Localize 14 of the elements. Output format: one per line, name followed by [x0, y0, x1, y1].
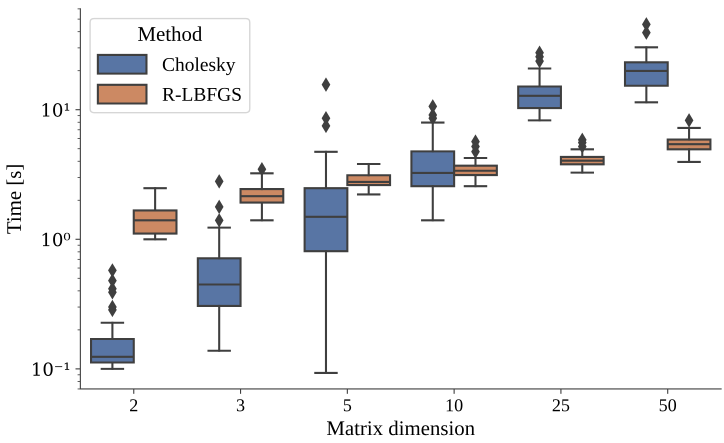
x-axis-title: Matrix dimension	[326, 420, 475, 436]
x-tick-label: 25	[552, 399, 570, 412]
y-tick-label: 10⁻¹	[33, 362, 70, 376]
y-tick-label: 10¹	[42, 103, 70, 117]
legend-label: R-LBFGS	[162, 88, 241, 101]
legend-title: Method	[138, 26, 202, 42]
x-tick-label: 50	[660, 399, 676, 412]
y-axis-title: Time [s]	[6, 165, 24, 234]
x-tick-label: 2	[130, 399, 138, 412]
y-tick-label: 10⁰	[42, 232, 70, 246]
legend-label: Cholesky	[162, 57, 236, 76]
x-tick-label: 3	[236, 399, 244, 412]
x-tick-label: 5	[344, 399, 352, 412]
x-tick-label: 10	[446, 399, 462, 412]
